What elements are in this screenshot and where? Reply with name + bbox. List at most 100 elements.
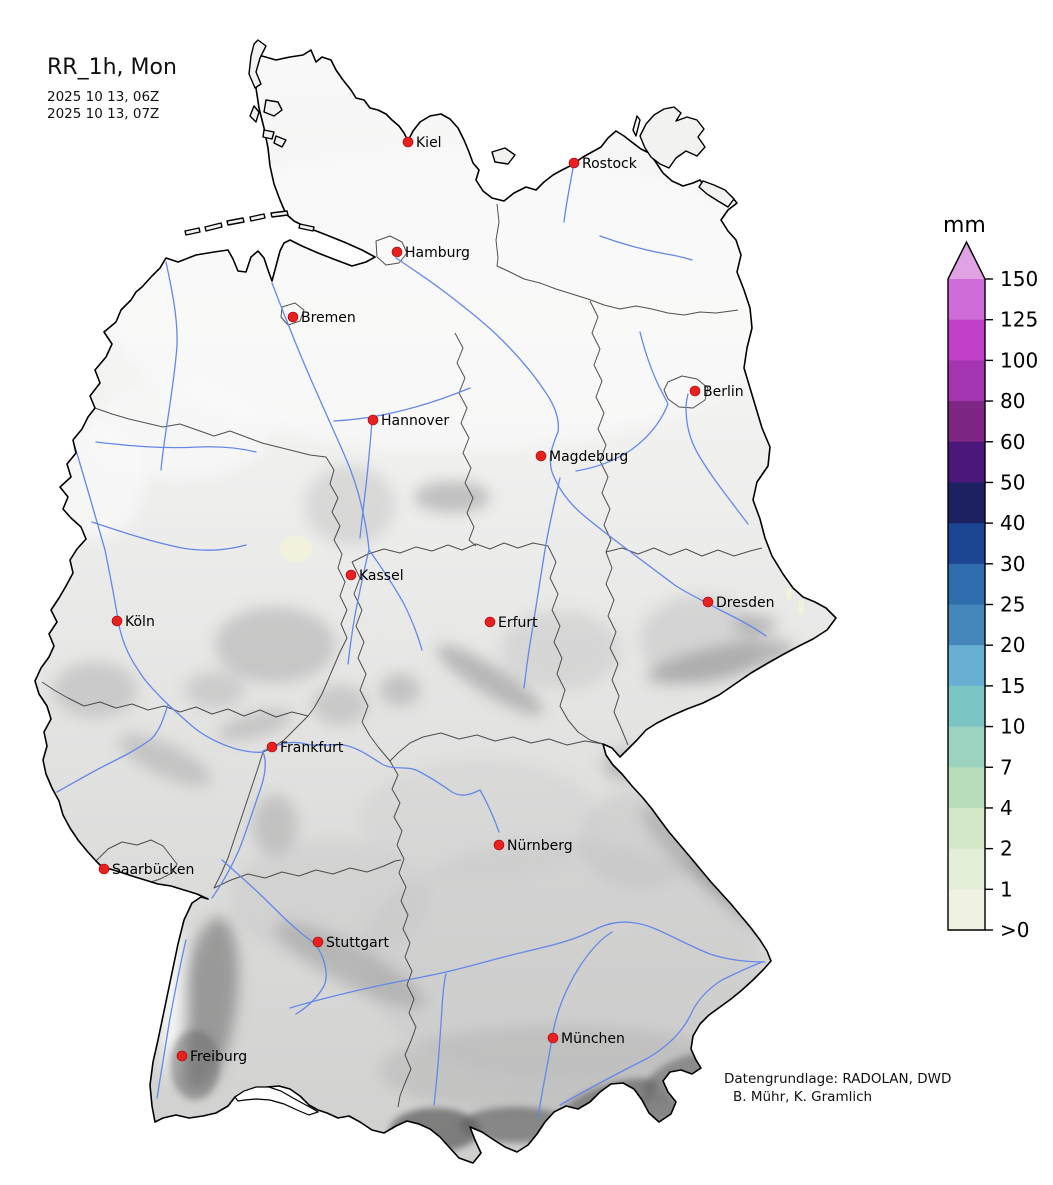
city-marker-group: Bremen	[287, 310, 356, 326]
city-marker-group: Rostock	[568, 156, 638, 172]
colorbar-band	[948, 726, 985, 768]
city-label: Berlin	[703, 384, 744, 400]
city-label: Rostock	[582, 156, 638, 172]
city-label: Stuttgart	[326, 935, 389, 951]
river-elbe	[395, 257, 767, 637]
river-danube	[289, 921, 766, 1009]
colorbar-tick-label: 50	[1000, 470, 1025, 494]
state-border	[454, 332, 477, 547]
city-marker-group: Frankfurt	[266, 740, 344, 756]
colorbar-band	[948, 523, 985, 565]
city-dot	[547, 1032, 559, 1044]
river-lech	[433, 973, 447, 1106]
river-isar	[537, 931, 613, 1119]
timestamp-start: 2025 10 13, 06Z	[47, 89, 159, 105]
city-dot	[111, 615, 123, 627]
colorbar-tick-label: 10	[1000, 715, 1025, 739]
colorbar-band	[948, 319, 985, 361]
river-rhine-south	[156, 939, 187, 1099]
city-marker-group: München	[547, 1031, 625, 1047]
city-dot	[535, 450, 547, 462]
colorbar-tick-label: 150	[1000, 267, 1038, 291]
colorbar-band	[948, 482, 985, 524]
precip-cell	[786, 587, 792, 601]
city-dot	[176, 1050, 188, 1062]
city-dot	[391, 246, 403, 258]
colorbar-band	[948, 807, 985, 850]
rivers-layer	[56, 167, 767, 1119]
colorbar-tick-label: 40	[1000, 511, 1025, 535]
colorbar-band	[948, 279, 985, 321]
island-east-frisian	[226, 217, 245, 226]
river-lippe	[95, 441, 257, 453]
island-sylt	[248, 39, 267, 89]
island-amrum	[249, 105, 260, 123]
colorbar-arrow	[948, 242, 985, 279]
state-border	[280, 302, 305, 326]
city-label: Kiel	[416, 135, 442, 151]
city-dot	[367, 414, 379, 426]
river-warnow	[563, 167, 574, 223]
city-marker-group: Hannover	[367, 413, 449, 429]
map-title: RR_1h, Mon	[47, 55, 177, 80]
river-ruhr	[91, 521, 247, 551]
colorbar-band	[948, 563, 985, 606]
state-border	[389, 732, 604, 762]
river-aller	[333, 387, 471, 422]
precipitation-cells-layer	[280, 536, 821, 615]
colorbar-tick-label: >0	[1000, 918, 1029, 942]
city-dot	[266, 741, 278, 753]
island-pellworm	[262, 129, 275, 140]
city-dot	[493, 839, 505, 851]
island-east-frisian	[184, 227, 201, 236]
city-marker-group: Nürnberg	[493, 838, 573, 854]
colorbar-tick-label: 20	[1000, 633, 1025, 657]
islands-layer	[184, 39, 735, 236]
river-havel	[575, 331, 669, 472]
city-marker-group: Freiburg	[176, 1049, 247, 1065]
city-marker-group: Köln	[111, 614, 155, 630]
state-border	[495, 203, 739, 316]
river-inn	[559, 961, 763, 1106]
river-leine	[359, 420, 373, 539]
island-east-frisian	[249, 213, 266, 222]
city-dot	[312, 936, 324, 948]
city-label: Bremen	[301, 310, 356, 326]
cities-layer: Kiel Rostock Hamburg Bremen Berlin Hannover Ma…	[98, 135, 775, 1065]
state-border	[351, 561, 417, 1108]
river-werra	[368, 549, 423, 651]
city-marker-group: Magdeburg	[535, 449, 628, 465]
state-border	[41, 407, 348, 718]
city-dot	[345, 569, 357, 581]
city-label: Erfurt	[498, 615, 538, 631]
river-main	[262, 741, 500, 833]
lake-constance	[234, 1086, 320, 1116]
river-fulda	[347, 549, 370, 665]
colorbar-band	[948, 401, 985, 443]
city-dot	[484, 616, 496, 628]
river-rhine	[74, 446, 266, 899]
colorbar-tick-label: 125	[1000, 308, 1038, 332]
colorbar-tick-label: 4	[1000, 796, 1013, 820]
river-spree	[685, 393, 749, 525]
island-hiddensee	[632, 115, 641, 137]
colorbar-band	[948, 645, 985, 687]
city-label: Magdeburg	[549, 449, 628, 465]
city-dot	[98, 863, 110, 875]
precip-cell	[280, 536, 312, 562]
island-east-frisian	[270, 210, 289, 218]
state-border	[95, 839, 178, 884]
colorbar-tick-label: 2	[1000, 837, 1013, 861]
colorbar-unit-label: mm	[943, 213, 986, 238]
colorbar-band	[948, 848, 985, 890]
colorbar-band	[948, 441, 985, 484]
city-marker-group: Saarbücken	[98, 862, 194, 878]
island-fehmarn	[491, 147, 516, 165]
colorbar-band	[948, 889, 985, 931]
colorbar-tick-label: 60	[1000, 430, 1025, 454]
colorbar-band	[948, 767, 985, 809]
city-label: München	[561, 1031, 625, 1047]
city-dot	[402, 136, 414, 148]
